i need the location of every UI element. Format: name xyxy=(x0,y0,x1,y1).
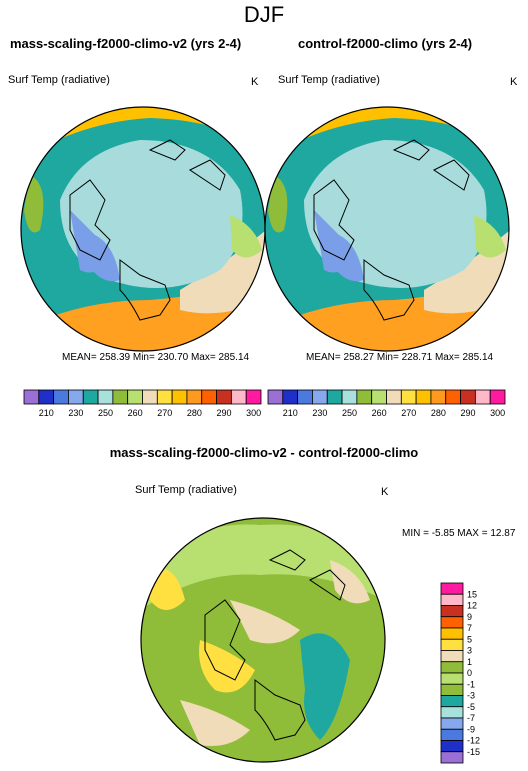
diff-variable-label: Surf Temp (radiative) xyxy=(135,484,237,496)
colorbar-tick-label: 300 xyxy=(246,408,261,418)
right-units-label: K xyxy=(510,76,518,88)
diff-colorbar-swatch xyxy=(440,605,464,618)
diff-colorbar-tick-label: 12 xyxy=(467,601,477,611)
diff-colorbar-swatch xyxy=(440,661,464,674)
diff-colorbar-tick-label: -3 xyxy=(467,691,475,701)
colorbar-tick-label: 230 xyxy=(312,408,327,418)
diff-colorbar-tick-label: -5 xyxy=(467,702,475,712)
colorbar-tick-label: 280 xyxy=(187,408,202,418)
diff-panel-title: mass-scaling-f2000-climo-v2 - control-f2… xyxy=(109,445,419,460)
page-title: DJF xyxy=(243,2,285,27)
diff-colorbar-tick-label: 7 xyxy=(467,623,472,633)
diff-colorbar-swatch xyxy=(440,582,464,595)
diff-colorbar-swatch xyxy=(440,683,464,696)
diff-colorbar-tick-label: 1 xyxy=(467,657,472,667)
diff-colorbar-tick-label: 15 xyxy=(467,589,477,599)
diff-colorbar-swatch xyxy=(440,627,464,640)
colorbar-tick-label: 250 xyxy=(98,408,113,418)
colorbar-tick-label: 300 xyxy=(490,408,505,418)
left-panel-title: mass-scaling-f2000-climo-v2 (yrs 2-4) xyxy=(10,36,242,51)
colorbar-tick-label: 290 xyxy=(460,408,475,418)
diff-colorbar-swatch xyxy=(440,672,464,685)
colorbar-tick-label: 230 xyxy=(68,408,83,418)
colorbar-tick-label: 280 xyxy=(431,408,446,418)
left-units-label: K xyxy=(251,76,259,88)
colorbar-tick-label: 260 xyxy=(128,408,143,418)
colorbar-tick-label: 250 xyxy=(342,408,357,418)
diff-colorbar-tick-label: 0 xyxy=(467,668,472,678)
left-stats: MEAN= 258.39 Min= 230.70 Max= 285.14 xyxy=(62,352,250,363)
colorbar-tick-label: 210 xyxy=(39,408,54,418)
diff-units-label: K xyxy=(381,486,389,498)
diff-colorbar-swatch xyxy=(440,740,464,753)
colorbar-tick-label: 270 xyxy=(157,408,172,418)
diff-colorbar-tick-label: -7 xyxy=(467,713,475,723)
diff-colorbar-swatch xyxy=(440,650,464,663)
colorbar-swatch xyxy=(489,389,506,405)
diff-colorbar-swatch xyxy=(440,717,464,730)
right-panel-title: control-f2000-climo (yrs 2-4) xyxy=(298,36,473,51)
diff-colorbar-swatch xyxy=(440,706,464,719)
diff-colorbar-swatch xyxy=(440,728,464,741)
colorbar-tick-label: 270 xyxy=(401,408,416,418)
diff-colorbar-tick-label: -15 xyxy=(467,747,480,757)
diff-colorbar-swatch xyxy=(440,616,464,629)
diff-colorbar-tick-label: -12 xyxy=(467,736,480,746)
diff-colorbar-swatch xyxy=(440,593,464,606)
colorbar-tick-label: 260 xyxy=(372,408,387,418)
left-variable-label: Surf Temp (radiative) xyxy=(8,74,110,86)
colorbar-tick-label: 290 xyxy=(216,408,231,418)
diff-minmax: MIN = -5.85 MAX = 12.87 xyxy=(402,528,516,539)
diff-colorbar-tick-label: -1 xyxy=(467,679,475,689)
diff-colorbar-swatch xyxy=(440,751,464,764)
diff-colorbar-tick-label: 3 xyxy=(467,646,472,656)
diff-colorbar-tick-label: 5 xyxy=(467,634,472,644)
right-variable-label: Surf Temp (radiative) xyxy=(278,74,380,86)
diff-colorbar-tick-label: -9 xyxy=(467,724,475,734)
diff-colorbar-swatch xyxy=(440,638,464,651)
colorbar-tick-label: 210 xyxy=(283,408,298,418)
colorbar-swatch xyxy=(245,389,262,405)
diff-colorbar-tick-label: 9 xyxy=(467,612,472,622)
right-stats: MEAN= 258.27 Min= 228.71 Max= 285.14 xyxy=(306,352,494,363)
diff-colorbar-swatch xyxy=(440,695,464,708)
